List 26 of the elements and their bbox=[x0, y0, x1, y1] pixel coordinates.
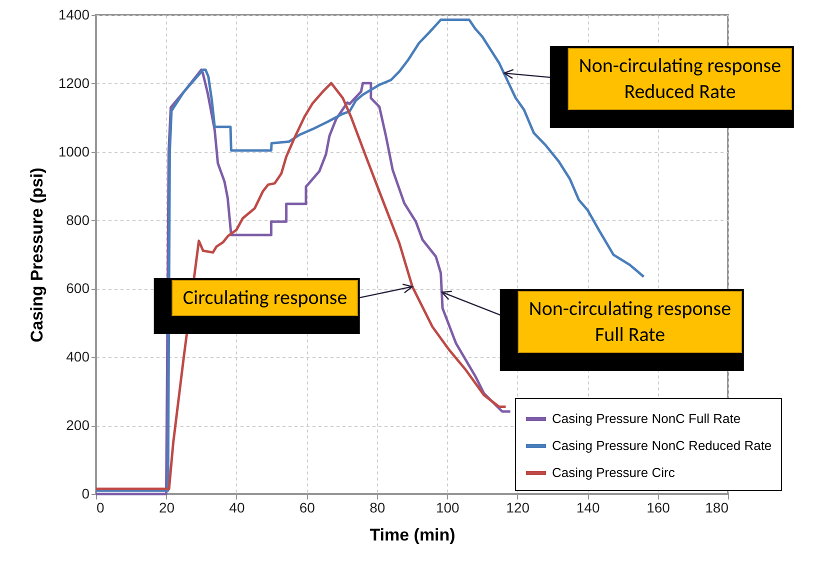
y-tick-label: 600 bbox=[66, 280, 90, 296]
legend-label: Casing Pressure NonC Full Rate bbox=[552, 411, 741, 426]
x-tick-label: 160 bbox=[646, 500, 670, 516]
annotation: Non-circulating response Full Rate bbox=[518, 291, 742, 353]
x-tick-label: 0 bbox=[96, 500, 104, 516]
y-axis-title: Casing Pressure (psi) bbox=[27, 168, 46, 342]
y-tick-label: 800 bbox=[66, 212, 90, 228]
y-tick-label: 400 bbox=[66, 348, 90, 365]
y-tick-label: 0 bbox=[82, 486, 90, 502]
legend-label: Casing Pressure Circ bbox=[552, 465, 676, 480]
legend-label: Casing Pressure NonC Reduced Rate bbox=[552, 438, 772, 453]
x-tick-label: 100 bbox=[436, 500, 460, 516]
x-tick-label: 20 bbox=[158, 500, 175, 516]
annotation: Non-circulating response Reduced Rate bbox=[568, 48, 792, 110]
x-tick-label: 60 bbox=[299, 500, 316, 516]
x-tick-label: 120 bbox=[506, 500, 530, 516]
y-tick-label: 1000 bbox=[58, 143, 90, 160]
x-tick-label: 140 bbox=[576, 500, 600, 516]
annotation: Circulating response bbox=[172, 280, 358, 316]
y-tick-label: 1200 bbox=[58, 74, 90, 91]
x-tick-label: 180 bbox=[705, 500, 729, 516]
x-tick-label: 40 bbox=[229, 500, 245, 516]
y-tick-label: 1400 bbox=[58, 6, 90, 22]
y-tick-label: 200 bbox=[66, 417, 90, 434]
x-tick-label: 80 bbox=[370, 500, 386, 516]
x-axis-title: Time (min) bbox=[370, 526, 456, 544]
